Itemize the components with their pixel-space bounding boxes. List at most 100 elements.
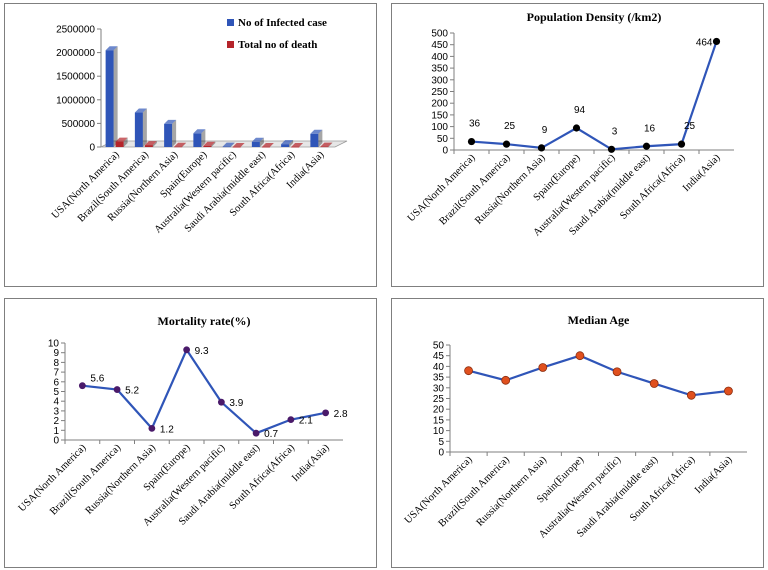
x-category-label: USA(North America) [17,442,89,514]
bar-top [291,142,304,147]
bar-top [164,119,177,124]
y-tick-label: 200 [431,99,448,110]
y-tick-label: 10 [433,426,445,437]
y-tick-label: 150 [431,110,448,121]
y-tick-label: 4 [53,397,59,408]
bar [251,137,264,147]
data-label: 2.1 [299,416,313,427]
y-tick-label: 3 [53,406,59,417]
bar-top [134,108,147,113]
data-point [252,429,260,437]
bar-side [152,141,157,147]
y-tick-label: 2 [53,416,59,427]
bar [281,140,294,147]
bar-side [211,141,216,147]
bar-side [230,142,235,147]
data-point [724,386,733,396]
y-tick-label: 6 [53,377,59,388]
bar-front [115,141,124,147]
y-tick-label: 450 [431,40,448,51]
data-point [464,366,473,376]
data-point [612,367,622,377]
y-tick-label: 1 [53,426,59,437]
bar-side [318,129,323,147]
chart-title: Population Density (/km2) [527,10,662,24]
data-point [467,137,476,146]
data-label: 0.7 [264,429,278,440]
data-point [183,346,191,354]
x-category-label: South Africa(Africa) [228,442,298,512]
y-tick-label: 9 [53,348,59,359]
y-tick-label: 30 [433,383,445,394]
legend-label: No of Infected case [238,17,327,29]
y-tick-label: 15 [433,415,445,426]
bar [193,129,206,147]
data-point [649,379,659,388]
data-label: 5.2 [125,386,139,397]
x-category-label: USA(North America) [403,454,475,526]
bar-front [105,50,114,147]
infected-deaths-bar-chart: 0 500000 1000000 1500000 2000000 2500000 USA(N… [4,3,377,287]
bar-front [261,146,270,148]
bar [134,108,147,147]
chart-svg-0: 05000001000000150000020000002500000USA(N… [50,17,348,235]
y-tick-label: 500000 [62,119,96,130]
data-label: 94 [574,105,586,116]
y-tick-label: 0 [442,146,448,157]
legend-swatch [227,19,234,26]
y-tick-label: 1500000 [56,72,95,83]
bar-top [320,142,333,147]
y-tick-label: 40 [433,362,445,373]
bar-front [174,146,183,148]
bar-side [289,140,294,147]
data-label: 9.3 [195,346,209,357]
y-tick-label: 0 [438,448,444,459]
bar-front [251,141,260,147]
x-category-label: USA(North America) [406,152,478,224]
legend-swatch [227,41,234,48]
data-point [78,382,86,390]
data-label: 1.2 [160,424,174,435]
data-point [712,37,721,46]
bar-side [259,137,264,147]
x-category-label: India(Asia) [681,152,723,194]
bar-side [240,142,245,147]
y-tick-label: 0 [53,436,59,447]
data-label: 3 [612,126,618,137]
y-tick-label: 20 [433,405,445,416]
y-tick-label: 2500000 [56,25,95,36]
data-point [148,424,156,432]
bar-side [328,142,333,147]
data-label: 25 [504,121,516,132]
data-point [501,375,511,385]
bar [164,119,177,147]
y-tick-label: 5 [53,387,59,398]
x-category-label: South Africa(Africa) [628,454,698,524]
data-point [537,144,546,152]
bar-side [142,108,147,147]
bar [174,142,187,148]
y-tick-label: 350 [431,64,448,75]
bar-top [115,137,128,142]
bar-side [113,46,118,147]
bar-top [281,140,294,145]
x-category-label: India(Asia) [290,442,332,484]
data-label: 9 [542,125,548,136]
data-point [217,398,225,406]
bar-top [105,46,118,51]
y-tick-label: 300 [431,75,448,86]
y-tick-label: 400 [431,52,448,63]
bar-front [222,146,231,148]
bar-top [310,129,323,134]
y-tick-label: 500 [431,29,448,40]
data-label: 2.8 [334,409,348,420]
population-density-chart: Population Density (/km2) 0 50 100 150 200 250… [391,3,764,287]
y-tick-label: 1000000 [56,95,95,106]
bar-top [193,129,206,134]
bar [291,142,304,148]
data-label: 464 [696,37,713,48]
x-category-label: Russia(Northern Asia) [475,454,550,529]
bar-top [261,142,274,147]
y-tick-label: 2000000 [56,48,95,59]
